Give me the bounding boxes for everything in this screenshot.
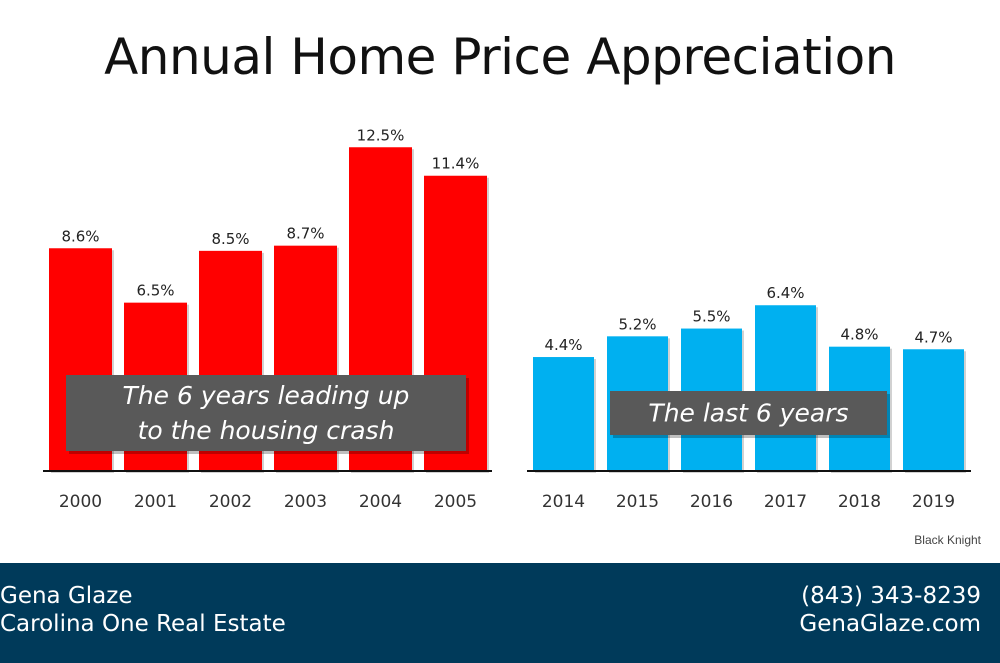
x-tick-label-2003: 2003	[284, 492, 327, 512]
annotation-text-line: to the housing crash	[138, 416, 395, 445]
x-tick-label-2005: 2005	[434, 492, 477, 512]
bar-charts: 8.6% 2000 6.5% 2001 8.5% 2002 8.7% 2003 12.5% 200…	[43, 126, 971, 512]
data-label-2019: 4.7%	[914, 328, 952, 346]
annotation-text-line: The 6 years leading up	[123, 381, 410, 410]
x-tick-label-2016: 2016	[690, 492, 733, 512]
data-label-2000: 8.6%	[61, 227, 99, 245]
x-tick-label-2002: 2002	[209, 492, 252, 512]
annotation-text-line: The last 6 years	[648, 399, 848, 428]
data-label-2002: 8.5%	[211, 230, 249, 248]
phone-number[interactable]: (843) 343-8239	[801, 583, 981, 609]
x-tick-label-2019: 2019	[912, 492, 955, 512]
data-label-2018: 4.8%	[840, 326, 878, 344]
x-tick-label-2000: 2000	[59, 492, 102, 512]
x-tick-label-2014: 2014	[542, 492, 585, 512]
annotation-box	[66, 375, 466, 451]
bar-2019	[903, 349, 964, 471]
bar-2017	[755, 305, 816, 471]
x-tick-label-2015: 2015	[616, 492, 659, 512]
data-label-2017: 6.4%	[766, 284, 804, 302]
x-tick-label-2017: 2017	[764, 492, 807, 512]
annotation-box	[610, 391, 887, 435]
data-label-2014: 4.4%	[544, 336, 582, 354]
data-label-2015: 5.2%	[618, 315, 656, 333]
source-label: Black Knight	[914, 533, 981, 547]
agent-name: Gena Glaze	[0, 583, 133, 609]
footer-bar: Gena Glaze Carolina One Real Estate (843…	[0, 563, 1000, 663]
data-label-2005: 11.4%	[432, 155, 480, 173]
x-tick-label-2018: 2018	[838, 492, 881, 512]
page-title: Annual Home Price Appreciation	[104, 28, 896, 86]
company-name: Carolina One Real Estate	[0, 611, 286, 637]
data-label-2016: 5.5%	[692, 308, 730, 326]
data-label-2004: 12.5%	[357, 126, 405, 144]
x-tick-label-2004: 2004	[359, 492, 402, 512]
bar-2014	[533, 357, 594, 471]
website-link[interactable]: GenaGlaze.com	[799, 611, 981, 637]
x-tick-label-2001: 2001	[134, 492, 177, 512]
data-label-2001: 6.5%	[136, 282, 174, 300]
data-label-2003: 8.7%	[286, 225, 324, 243]
